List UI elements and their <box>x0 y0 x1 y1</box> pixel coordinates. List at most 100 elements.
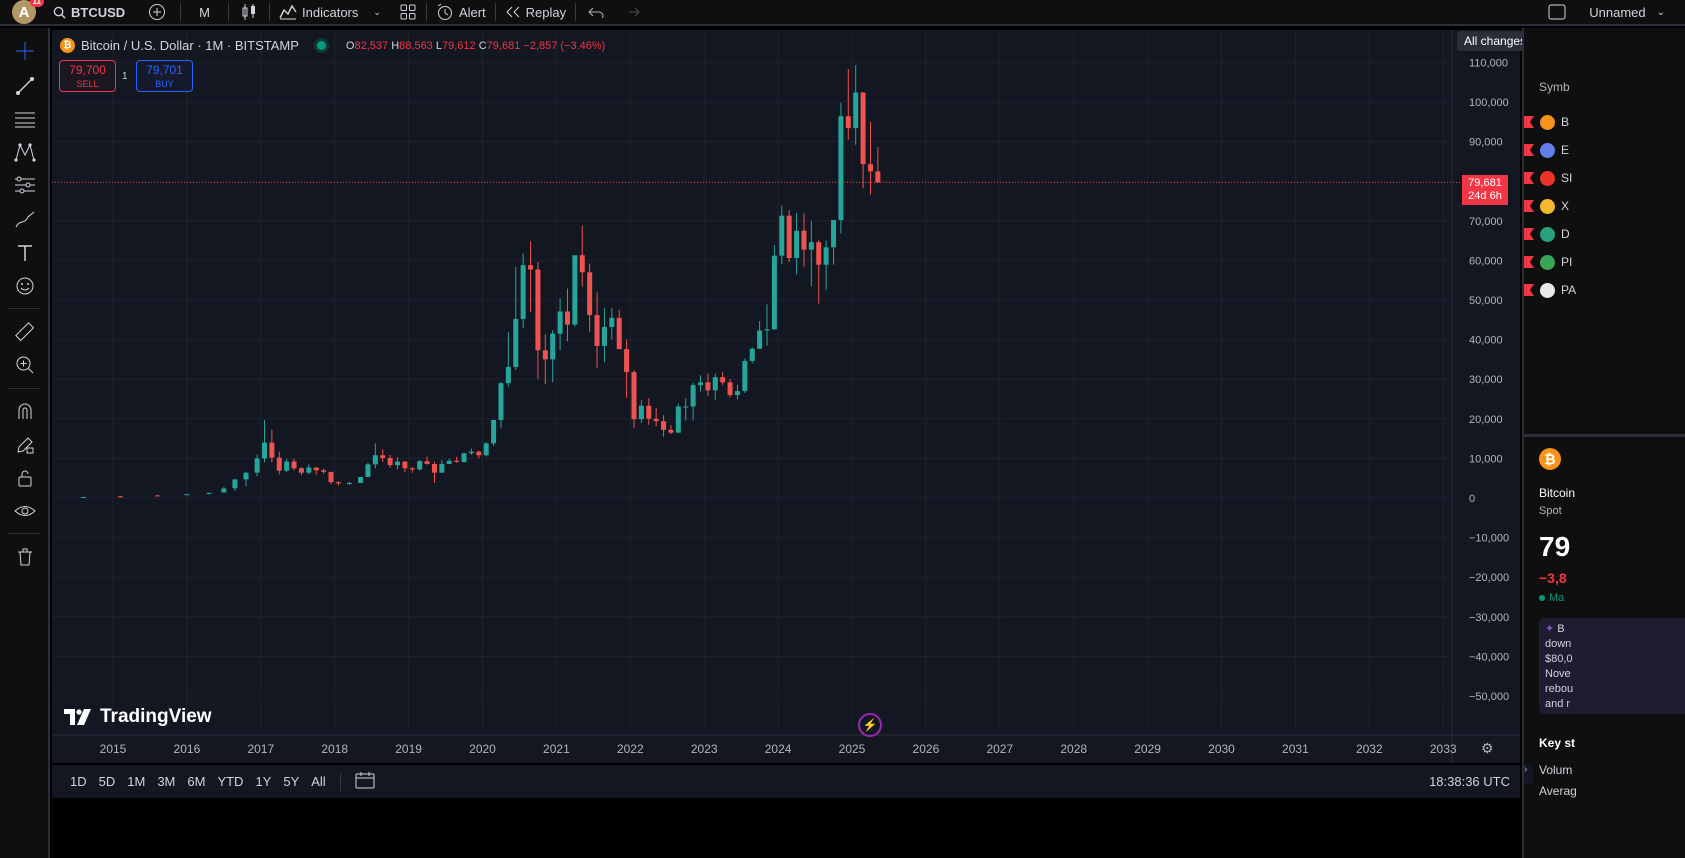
candle-body <box>838 116 844 221</box>
magnet-tool[interactable] <box>12 398 38 424</box>
trend-line-tool[interactable] <box>12 73 38 99</box>
eye-icon <box>14 506 36 516</box>
time-axis-label: 2020 <box>469 742 496 756</box>
range-1y[interactable]: 1Y <box>255 774 272 789</box>
time-axis-label: 2031 <box>1282 742 1309 756</box>
flag-icon[interactable] <box>1524 200 1534 212</box>
candle-body <box>779 215 785 256</box>
candle-body <box>306 467 312 473</box>
candle-body <box>542 350 548 360</box>
sell-button[interactable]: 79,700 SELL <box>59 60 116 92</box>
clock[interactable]: 18:38:36 UTC <box>1429 774 1510 789</box>
measure-tool[interactable] <box>12 319 38 345</box>
settings-button[interactable]: ⚙ <box>1481 740 1494 757</box>
indicators-label: Indicators <box>302 4 359 20</box>
ai-assistant-button[interactable]: ⚡ <box>858 713 882 737</box>
price-axis-label: −40,000 <box>1469 651 1509 663</box>
candle-body <box>513 319 519 367</box>
fullscreen-button[interactable] <box>1534 0 1580 25</box>
buy-button[interactable]: 79,701 BUY <box>136 60 193 92</box>
watchlist-row[interactable]: X <box>1524 192 1685 220</box>
time-axis-label: 2030 <box>1208 742 1235 756</box>
text-tool[interactable] <box>12 240 38 266</box>
candle-body <box>875 171 881 183</box>
indicators-button[interactable]: Indicators ⌄ <box>270 0 390 25</box>
range-3m[interactable]: 3M <box>157 774 176 789</box>
notification-badge: 11 <box>29 0 44 7</box>
fib-tool[interactable] <box>12 106 38 132</box>
sell-label: SELL <box>76 79 99 89</box>
lock-tool[interactable] <box>12 465 38 491</box>
range-5y[interactable]: 5Y <box>283 774 300 789</box>
interval-button[interactable]: M <box>181 0 228 25</box>
watchlist-row[interactable]: E <box>1524 136 1685 164</box>
bitcoin-icon: ₿ <box>60 38 75 53</box>
details-type: Spot <box>1539 505 1562 517</box>
emoji-tool[interactable] <box>12 273 38 299</box>
compare-button[interactable] <box>134 0 180 25</box>
flag-icon[interactable] <box>1524 256 1534 268</box>
watchlist-row[interactable]: D <box>1524 220 1685 248</box>
redo-button[interactable] <box>616 0 648 25</box>
flag-icon[interactable] <box>1524 228 1534 240</box>
toolbar-divider <box>8 388 40 389</box>
order-quantity: 1 <box>122 71 128 82</box>
layout-name-button[interactable]: Unnamed ⌄ <box>1580 0 1685 25</box>
flag-icon[interactable] <box>1524 144 1534 156</box>
delete-tool[interactable] <box>12 544 38 570</box>
drawing-toolbar <box>0 28 50 858</box>
brush-tool[interactable] <box>12 206 38 232</box>
user-avatar[interactable]: A 11 <box>12 0 44 24</box>
candle-body <box>409 468 415 470</box>
candle-body <box>786 215 792 259</box>
range-ytd[interactable]: YTD <box>217 774 244 789</box>
visibility-tool[interactable] <box>12 498 38 524</box>
forecast-tool[interactable] <box>12 172 38 198</box>
watchlist-row[interactable]: B <box>1524 108 1685 136</box>
toolbar-divider <box>339 772 341 791</box>
drawing-mode-tool[interactable] <box>12 432 38 458</box>
chart-type-button[interactable] <box>229 0 269 25</box>
candle-body <box>206 492 212 494</box>
range-5d[interactable]: 5D <box>98 774 116 789</box>
trend-line-icon <box>16 77 34 95</box>
range-1d[interactable]: 1D <box>70 774 87 789</box>
range-all[interactable]: All <box>311 774 326 789</box>
range-1m[interactable]: 1M <box>127 774 146 789</box>
flag-icon[interactable] <box>1524 284 1534 296</box>
candle-body <box>358 477 364 483</box>
goto-date-button[interactable] <box>349 771 381 792</box>
flag-icon[interactable] <box>1524 172 1534 184</box>
flag-icon[interactable] <box>1524 116 1534 128</box>
symbol-logo-icon <box>1540 282 1555 298</box>
replay-button[interactable]: Replay <box>496 0 575 25</box>
templates-button[interactable] <box>390 0 426 25</box>
candle-body <box>535 269 541 351</box>
candle-body <box>328 471 334 483</box>
price-chart[interactable]: 110,000100,00090,00070,00060,00050,00040… <box>52 30 1520 763</box>
range-6m[interactable]: 6M <box>187 774 206 789</box>
avatar-letter: A <box>18 3 30 21</box>
watchlist-row[interactable]: PI <box>1524 248 1685 276</box>
last-price-tag: 79,681 24d 6h <box>1462 175 1508 205</box>
price-axis-label: −50,000 <box>1469 691 1509 703</box>
chart-pane[interactable]: 110,000 100,000 90,000 70,000 60,000 50,000 40… <box>52 30 1520 763</box>
pattern-tool[interactable] <box>12 139 38 165</box>
watchlist-symbol: D <box>1561 227 1570 241</box>
price-axis-label: 110,000 <box>1469 57 1508 69</box>
candle-body <box>742 360 748 392</box>
watchlist-row[interactable]: PA <box>1524 276 1685 304</box>
undo-button[interactable] <box>576 0 616 25</box>
candle-body <box>184 494 190 496</box>
tradingview-logo[interactable]: TradingView <box>64 706 212 728</box>
collapse-panel-button[interactable]: › <box>1524 764 1533 784</box>
news-card[interactable]: ✦ B down $80,0 Nove rebou and r <box>1539 618 1685 714</box>
time-axis-label: 2027 <box>986 742 1013 756</box>
crosshair-tool[interactable] <box>12 38 38 64</box>
candle-body <box>498 383 504 420</box>
watchlist-row[interactable]: SI <box>1524 164 1685 192</box>
zoom-tool[interactable] <box>12 352 38 378</box>
candle-body <box>431 463 437 473</box>
alert-button[interactable]: Alert <box>427 0 495 25</box>
symbol-search-button[interactable]: BTCUSD <box>44 0 134 25</box>
